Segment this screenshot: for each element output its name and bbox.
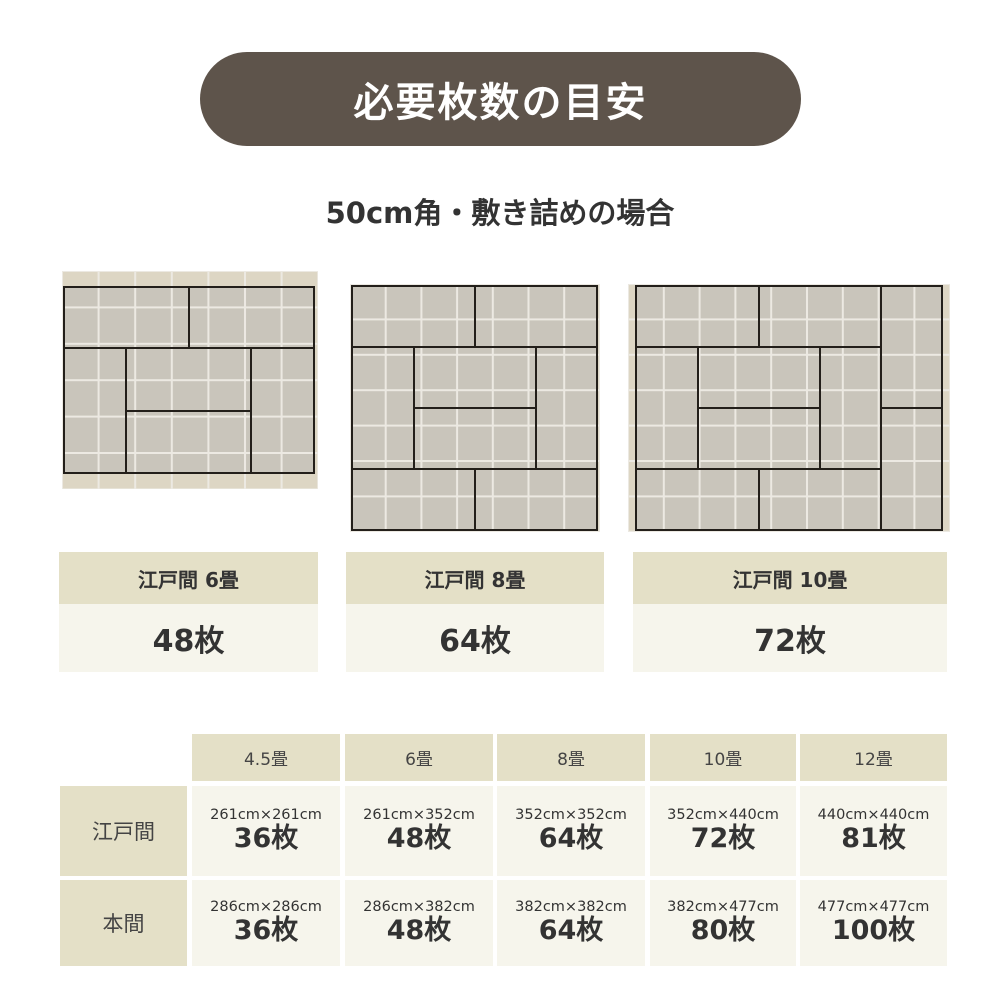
tile-count: 81枚 — [841, 823, 906, 854]
table-cell: 440cm×440cm 81枚 — [800, 786, 947, 876]
column-header: 6畳 — [345, 734, 493, 781]
card-label-8: 江戸間 8畳 — [346, 552, 604, 604]
room-dimensions: 286cm×286cm — [210, 899, 322, 915]
table-cell: 352cm×352cm 64枚 — [497, 786, 645, 876]
room-dimensions: 382cm×477cm — [667, 899, 779, 915]
room-dimensions: 440cm×440cm — [817, 807, 930, 823]
tile-count: 36枚 — [233, 823, 299, 854]
diagram-edoma-10 — [628, 284, 950, 532]
room-dimensions: 286cm×382cm — [363, 899, 475, 915]
column-header: 4.5畳 — [192, 734, 340, 781]
table-cell: 261cm×352cm 48枚 — [345, 786, 493, 876]
room-dimensions: 261cm×352cm — [363, 807, 475, 823]
room-dimensions: 261cm×261cm — [210, 807, 322, 823]
card-label-10: 江戸間 10畳 — [633, 552, 947, 604]
card-count-6: 48枚 — [59, 604, 318, 672]
column-header: 10畳 — [650, 734, 796, 781]
tile-count: 80枚 — [690, 915, 756, 946]
tile-count: 100枚 — [831, 915, 916, 946]
room-dimensions: 382cm×382cm — [515, 899, 627, 915]
room-dimensions: 477cm×477cm — [817, 899, 930, 915]
diagram-edoma-6 — [62, 271, 318, 489]
tile-count: 64枚 — [538, 915, 604, 946]
tile-count: 48枚 — [386, 823, 452, 854]
card-count-10: 72枚 — [633, 604, 947, 672]
tile-count: 48枚 — [386, 915, 452, 946]
table-cell: 286cm×286cm 36枚 — [192, 880, 340, 966]
card-count-8: 64枚 — [346, 604, 604, 672]
subtitle: 50cm角・敷き詰めの場合 — [325, 196, 675, 230]
diagram-edoma-8 — [350, 284, 600, 532]
column-header: 8畳 — [497, 734, 645, 781]
room-dimensions: 352cm×440cm — [667, 807, 779, 823]
tile-count: 36枚 — [233, 915, 299, 946]
table-cell: 477cm×477cm 100枚 — [800, 880, 947, 966]
table-cell: 261cm×261cm 36枚 — [192, 786, 340, 876]
room-dimensions: 352cm×352cm — [515, 807, 627, 823]
card-label-6: 江戸間 6畳 — [59, 552, 318, 604]
title-banner: 必要枚数の目安 — [200, 52, 801, 146]
table-cell: 286cm×382cm 48枚 — [345, 880, 493, 966]
row-header: 本間 — [60, 880, 187, 966]
tile-count: 72枚 — [690, 823, 756, 854]
table-cell: 382cm×382cm 64枚 — [497, 880, 645, 966]
tatami-diagrams — [62, 271, 950, 532]
column-header: 12畳 — [800, 734, 947, 781]
row-header: 江戸間 — [60, 786, 187, 876]
table-cell: 352cm×440cm 72枚 — [650, 786, 796, 876]
tile-count: 64枚 — [538, 823, 604, 854]
table-cell: 382cm×477cm 80枚 — [650, 880, 796, 966]
